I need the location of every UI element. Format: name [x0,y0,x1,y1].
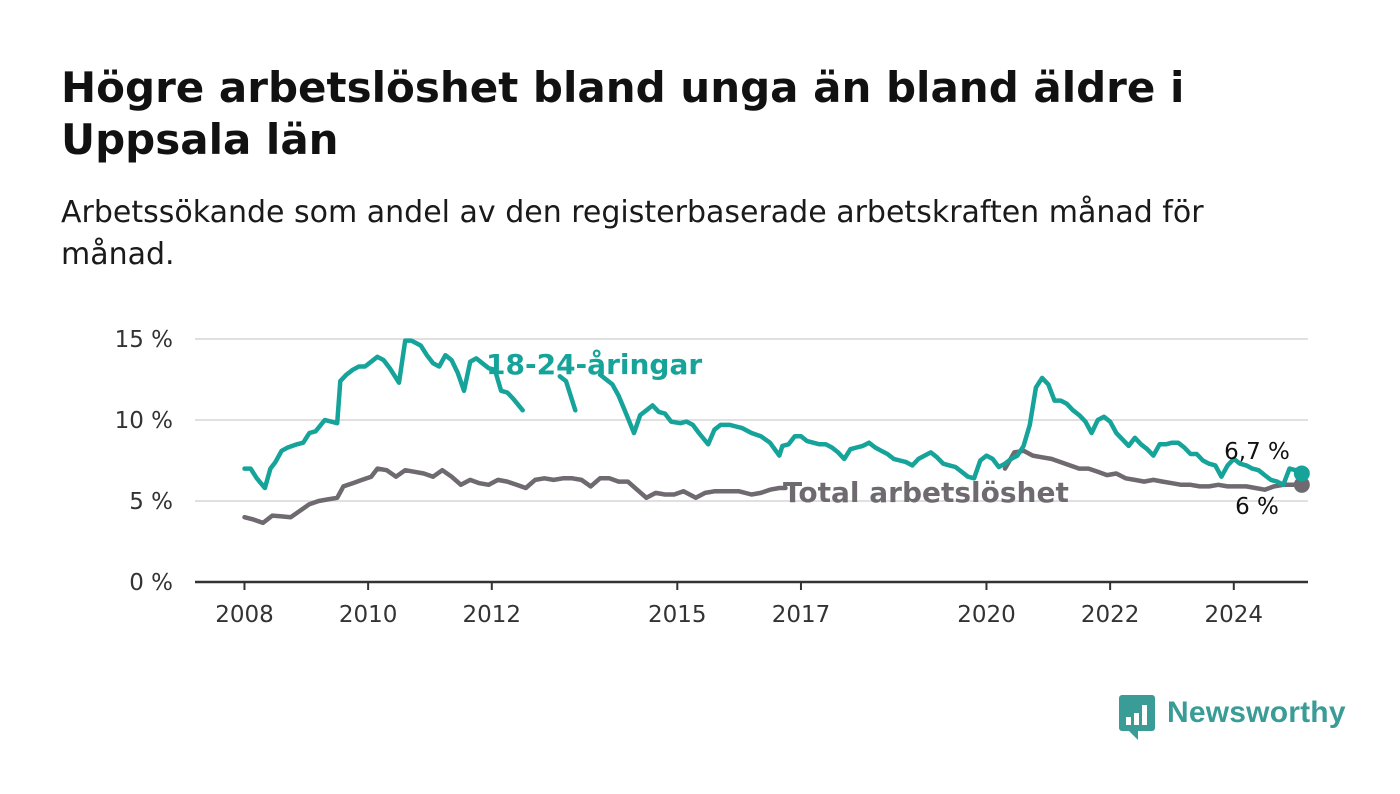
x-tick-label: 2024 [1205,602,1264,628]
x-tick-label: 2015 [648,602,707,628]
x-tick-label: 2012 [463,602,522,628]
end-point-18-24 [1293,465,1310,482]
end-point-total [1293,476,1310,493]
series-label-total: Total arbetslöshet [783,476,1069,509]
series-label-18-24: 18-24-åringar [486,348,702,381]
newsworthy-logo[interactable]: Newsworthy [1119,690,1346,740]
x-tick-label: 2022 [1081,602,1140,628]
y-tick-label: 15 % [115,327,173,353]
series-line-18-24 [242,338,1305,491]
x-axis-ticks: 2008 2010 2012 2015 2017 2020 2022 2024 [215,582,1263,628]
brand-name: Newsworthy [1167,696,1346,729]
bar-chart-icon [1119,695,1155,740]
chart-subtitle: Arbetssökande som andel av den registerb… [61,195,1204,272]
series-labels: 18-24-åringar Total arbetslöshet 6,7 % 6 % [486,348,1290,520]
series-lines [242,338,1310,526]
end-value-total: 6 % [1235,494,1279,520]
x-tick-label: 2017 [772,602,831,628]
y-tick-label: 10 % [115,408,173,434]
x-tick-label: 2008 [215,602,274,628]
end-value-18-24: 6,7 % [1224,439,1290,465]
series-line-total [242,448,1305,526]
y-axis-ticks: 0 % 5 % 10 % 15 % [115,327,173,596]
y-tick-label: 0 % [129,570,173,596]
x-tick-label: 2020 [957,602,1016,628]
grid-lines [195,338,1308,584]
chart-title: Högre arbetslöshet bland unga än bland ä… [61,63,1185,164]
y-tick-label: 5 % [129,489,173,515]
x-tick-label: 2010 [339,602,398,628]
